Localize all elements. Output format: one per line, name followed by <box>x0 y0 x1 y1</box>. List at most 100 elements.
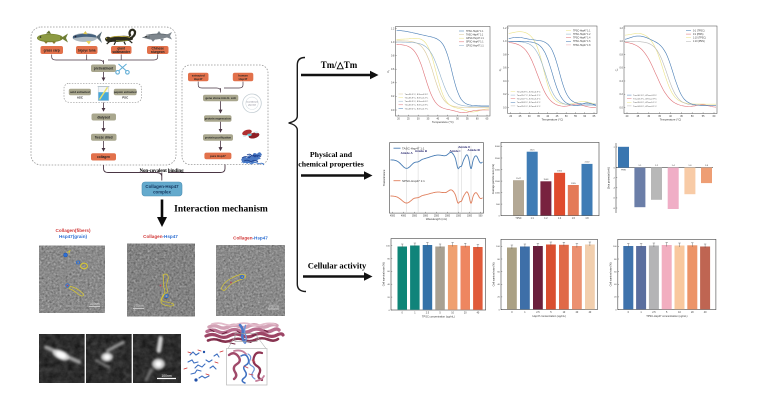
svg-text:1806: 1806 <box>557 171 563 173</box>
svg-text:100nm: 100nm <box>268 305 279 309</box>
svg-text:0.8: 0.8 <box>619 53 623 56</box>
svg-text:dialysed: dialysed <box>97 115 110 119</box>
svg-text:Cₚ: Cₚ <box>498 67 502 71</box>
svg-text:4500: 4500 <box>390 215 396 217</box>
svg-text:Tm=38.8°C, ΔTm=5.6°C: Tm=38.8°C, ΔTm=5.6°C <box>517 101 541 104</box>
svg-text:40: 40 <box>589 311 592 314</box>
svg-text:protein purification: protein purification <box>205 136 232 140</box>
svg-text:Tm=33.6°C, ΔTm=2.9°C: Tm=33.6°C, ΔTm=2.9°C <box>405 104 429 107</box>
svg-text:100nm: 100nm <box>161 374 172 378</box>
svg-text:0.6: 0.6 <box>503 67 507 70</box>
svg-text:2000: 2000 <box>445 215 451 217</box>
svg-text:50: 50 <box>456 117 459 120</box>
svg-text:40: 40 <box>669 115 672 118</box>
svg-text:SPSC-Hsp47 1:1: SPSC-Hsp47 1:1 <box>466 42 484 44</box>
svg-text:45: 45 <box>680 115 683 118</box>
svg-text:human: human <box>238 74 248 78</box>
svg-text:Tm=34.3°C, ΔTm=2.9°C: Tm=34.3°C, ΔTm=2.9°C <box>633 98 657 101</box>
svg-text:500: 500 <box>496 204 500 206</box>
svg-text:40: 40 <box>614 284 617 286</box>
svg-text:35: 35 <box>537 115 540 118</box>
svg-text:2500: 2500 <box>434 215 440 217</box>
svg-text:40: 40 <box>387 284 390 286</box>
svg-text:plasmid: plasmid <box>248 105 256 107</box>
svg-text:0.0: 0.0 <box>503 106 507 109</box>
svg-text:Amide A: Amide A <box>401 151 414 155</box>
svg-text:0: 0 <box>628 311 630 314</box>
svg-text:-2: -2 <box>613 178 616 180</box>
svg-text:20: 20 <box>497 297 500 299</box>
svg-text:Collagen(fibers): Collagen(fibers) <box>56 228 91 233</box>
svg-text:0:1 (TPSC): 0:1 (TPSC) <box>693 30 705 32</box>
svg-text:0.8: 0.8 <box>391 55 395 58</box>
svg-text:Temperature (°C): Temperature (°C) <box>660 118 682 122</box>
svg-text:40: 40 <box>436 117 439 120</box>
svg-text:freeze dried: freeze dried <box>95 136 113 140</box>
svg-text:Physical and: Physical and <box>310 150 353 159</box>
svg-text:5: 5 <box>666 311 668 314</box>
svg-text:0.8: 0.8 <box>503 53 507 56</box>
svg-text:Tm=36.8°C, ΔTm=4.9°C: Tm=36.8°C, ΔTm=4.9°C <box>517 90 541 93</box>
svg-text:60: 60 <box>476 117 479 120</box>
svg-text:1: 1 <box>414 311 416 314</box>
svg-text:20: 20 <box>387 297 390 299</box>
svg-text:Tm=39.4°C, ΔTm=6.7°C: Tm=39.4°C, ΔTm=6.7°C <box>405 107 429 110</box>
svg-text:10: 10 <box>563 311 566 314</box>
svg-text:1:8: 1:8 <box>585 218 589 220</box>
svg-text:1:10 (TPSC): 1:10 (TPSC) <box>693 38 706 40</box>
svg-text:20: 20 <box>464 311 467 314</box>
svg-text:1500: 1500 <box>456 215 462 217</box>
svg-text:20: 20 <box>397 117 400 120</box>
svg-text:Tm=35.7°C, ΔTm=4.2°C: Tm=35.7°C, ΔTm=4.2°C <box>517 94 541 97</box>
svg-text:55: 55 <box>574 115 577 118</box>
svg-text:10: 10 <box>678 311 681 314</box>
svg-text:80: 80 <box>614 259 617 261</box>
svg-text:1.0: 1.0 <box>391 41 395 44</box>
svg-text:55: 55 <box>466 117 469 120</box>
svg-text:0.2: 0.2 <box>619 93 623 96</box>
svg-text:20: 20 <box>691 311 694 314</box>
svg-text:0.2: 0.2 <box>503 93 507 96</box>
svg-text:Collagen-Hsp47: Collagen-Hsp47 <box>145 184 179 189</box>
svg-text:1547: 1547 <box>516 178 522 180</box>
svg-text:3500: 3500 <box>412 215 418 217</box>
svg-text:1.2: 1.2 <box>391 27 395 30</box>
svg-text:60: 60 <box>713 115 716 118</box>
svg-text:25: 25 <box>637 115 640 118</box>
svg-text:0.0: 0.0 <box>619 106 623 109</box>
svg-text:ASC: ASC <box>77 96 84 100</box>
svg-text:TPSC: TPSC <box>515 218 521 220</box>
svg-text:0.0: 0.0 <box>391 109 395 112</box>
svg-text:100: 100 <box>496 246 500 248</box>
svg-text:Amide B: Amide B <box>415 149 428 153</box>
svg-text:pretreatment: pretreatment <box>94 67 114 71</box>
svg-text:Hsp47: Hsp47 <box>194 77 203 81</box>
svg-text:Hsp47: Hsp47 <box>239 77 248 81</box>
svg-text:1.0: 1.0 <box>503 40 507 43</box>
svg-text:-8: -8 <box>613 208 616 210</box>
svg-text:1:4: 1:4 <box>672 165 676 167</box>
svg-text:Non-covalent binding: Non-covalent binding <box>140 169 185 174</box>
svg-text:1.2: 1.2 <box>619 27 623 30</box>
svg-text:40: 40 <box>497 284 500 286</box>
svg-text:Cell survival rate (%): Cell survival rate (%) <box>608 262 612 286</box>
svg-text:Tm=36.3°C, ΔTm=4.9°C: Tm=36.3°C, ΔTm=4.9°C <box>633 94 657 97</box>
svg-text:extracted: extracted <box>192 74 205 78</box>
svg-text:30: 30 <box>417 117 420 120</box>
svg-text:Tm=36.9°C, ΔTm=4.6°C: Tm=36.9°C, ΔTm=4.6°C <box>405 100 429 103</box>
svg-text:1:8: 1:8 <box>705 165 709 167</box>
svg-text:0.4: 0.4 <box>503 80 507 83</box>
svg-text:2000: 2000 <box>495 169 501 171</box>
svg-text:1:1: 1:1 <box>638 165 642 167</box>
svg-text:chemical properties: chemical properties <box>298 160 363 169</box>
svg-text:-4: -4 <box>613 188 616 190</box>
svg-text:Tm=34.8°C, ΔTm=4.1°C: Tm=34.8°C, ΔTm=4.1°C <box>633 105 657 108</box>
svg-text:Transmittance: Transmittance <box>382 169 386 186</box>
svg-text:Cₚ: Cₚ <box>386 69 390 73</box>
svg-text:0.4: 0.4 <box>391 82 395 85</box>
svg-text:10: 10 <box>451 311 454 314</box>
svg-text:5: 5 <box>550 311 552 314</box>
svg-text:500: 500 <box>479 215 484 217</box>
svg-text:1:6: 1:6 <box>688 165 692 167</box>
svg-text:0:1 (PMS): 0:1 (PMS) <box>693 34 704 36</box>
